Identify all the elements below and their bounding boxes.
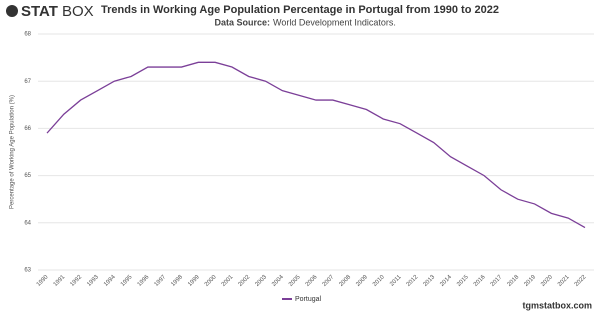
line — [46, 61, 586, 229]
y-tick-label: 63 — [24, 268, 31, 274]
x-tick-label: 1993 — [86, 274, 100, 288]
x-tick-label: 2009 — [355, 274, 369, 288]
legend-label: Portugal — [295, 296, 322, 303]
x-tick-label: 2016 — [473, 274, 487, 288]
x-tick-label: 2006 — [305, 274, 319, 288]
x-tick-label: 2000 — [204, 274, 218, 288]
x-tick-label: 2017 — [490, 274, 504, 288]
logo-bold: STAT — [21, 3, 58, 20]
x-tick-label: 2012 — [406, 274, 420, 288]
x-tick-label: 1994 — [103, 274, 117, 288]
y-tick-label: 64 — [24, 220, 31, 226]
x-tick-label: 1998 — [170, 274, 184, 288]
x-tick-label: 2018 — [507, 274, 521, 288]
x-tick-label: 2004 — [271, 274, 285, 288]
x-tick-label: 2003 — [254, 274, 268, 288]
x-tick-label: 1997 — [154, 274, 168, 288]
x-tick-label: 1999 — [187, 274, 201, 288]
y-tick-label: 65 — [24, 173, 31, 179]
x-tick-label: 2005 — [288, 274, 302, 288]
subtitle: World Development Indicators. — [273, 17, 396, 27]
x-tick-label: 2011 — [389, 274, 403, 288]
x-tick-label: 2019 — [523, 274, 537, 288]
x-tick-label: 2013 — [423, 274, 437, 288]
x-tick-label: 1990 — [36, 274, 50, 288]
x-tick-label: 1996 — [137, 274, 151, 288]
chart-title: Trends in Working Age Population Percent… — [101, 4, 499, 16]
x-tick-label: 2015 — [456, 274, 470, 288]
y-axis-label: Percentage of Working Age Population (%) — [10, 95, 16, 209]
x-tick-label: 1995 — [120, 274, 134, 288]
x-tick-label: 1992 — [69, 274, 83, 288]
logo-icon — [6, 5, 18, 17]
x-tick-label: 2010 — [372, 274, 386, 288]
y-tick-label: 68 — [24, 32, 31, 38]
footer: tgmstatbox.com — [522, 300, 592, 310]
x-tick-label: 1991 — [53, 274, 67, 288]
logo-light: BOX — [62, 3, 94, 20]
x-tick-label: 2014 — [439, 274, 453, 288]
x-tick-label: 2008 — [338, 274, 352, 288]
subtitle-label: Data Source: — [214, 17, 270, 27]
y-tick-label: 66 — [24, 126, 31, 132]
x-tick-label: 2002 — [238, 274, 252, 288]
y-tick-label: 67 — [24, 79, 31, 85]
x-tick-label: 2001 — [221, 274, 235, 288]
logo: STAT BOX — [6, 3, 94, 20]
x-tick-label: 2022 — [574, 274, 588, 288]
x-tick-label: 2007 — [322, 274, 336, 288]
x-tick-label: 2021 — [557, 274, 571, 288]
x-tick-label: 2020 — [540, 274, 554, 288]
